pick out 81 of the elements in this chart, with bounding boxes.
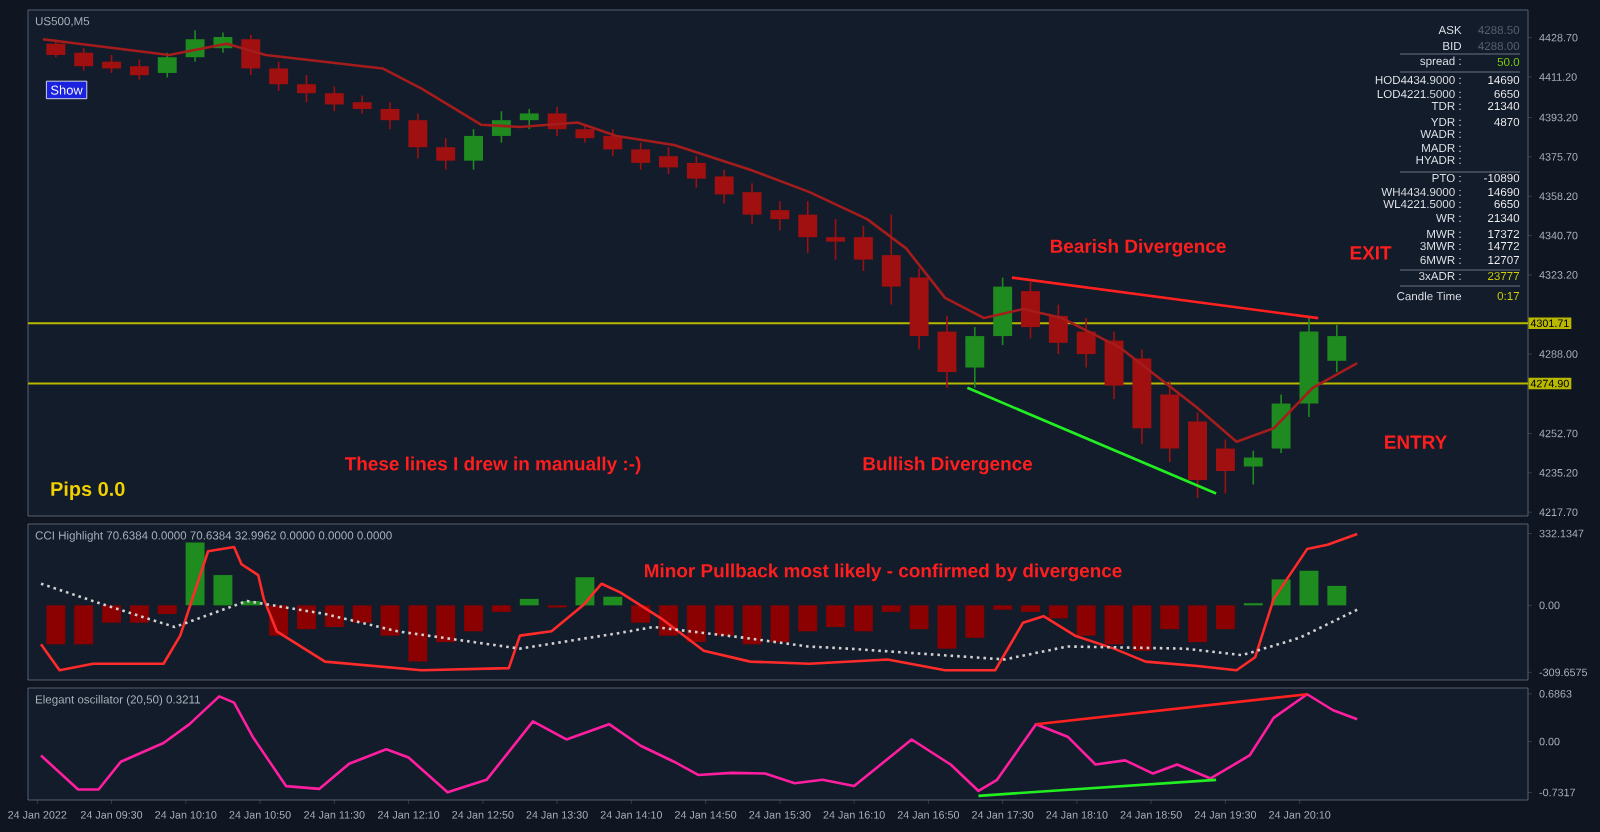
bar (603, 596, 623, 606)
candlestick (1327, 324, 1347, 373)
candlestick (1243, 449, 1263, 486)
annotation: These lines I drew in manually :-) (344, 456, 641, 475)
bar (1104, 605, 1124, 645)
bar (1021, 605, 1040, 612)
bar (965, 605, 985, 638)
candlestick (408, 112, 428, 160)
bar (102, 605, 122, 623)
bar (798, 605, 818, 632)
candlestick (631, 141, 651, 171)
candlestick (1076, 317, 1096, 369)
bar (491, 605, 511, 612)
candlestick (436, 137, 456, 171)
candlestick (129, 58, 149, 81)
bar (297, 605, 316, 630)
line-series (39, 692, 1359, 794)
bar (881, 605, 901, 612)
candlestick (297, 74, 316, 103)
candlestick (380, 101, 400, 130)
candlestick (464, 128, 484, 171)
candlestick (770, 200, 790, 232)
candlestick (1021, 281, 1040, 340)
bar (213, 575, 233, 606)
annotation: Minor Pullback most likely - confirmed by divergence (644, 563, 1122, 582)
annotation: Bearish Divergence (1050, 238, 1226, 257)
candlestick (686, 155, 706, 189)
candlestick (881, 213, 901, 306)
annotation: Pips 0.0 (51, 481, 125, 500)
bar (631, 605, 651, 623)
candlestick (659, 146, 678, 175)
candlestick (157, 51, 177, 79)
bar (519, 598, 539, 606)
bar (324, 605, 344, 627)
candlestick (742, 182, 762, 225)
bar (352, 605, 372, 623)
bar (853, 605, 873, 632)
bar (1327, 585, 1347, 606)
bar (742, 605, 762, 645)
candlestick (1104, 330, 1124, 400)
candlestick (965, 326, 985, 389)
candlestick (269, 60, 289, 92)
candlestick (826, 218, 846, 261)
candlestick (1271, 393, 1291, 454)
bar (714, 605, 734, 636)
bar (157, 605, 177, 615)
bar (380, 605, 400, 636)
candlestick (1048, 303, 1068, 355)
bar (909, 605, 929, 630)
bar (770, 605, 790, 643)
annotation: Bullish Divergence (863, 456, 1033, 475)
bar (1076, 605, 1096, 636)
bar (826, 605, 846, 627)
bar (46, 605, 66, 645)
candlestick (603, 128, 623, 157)
bar (1132, 605, 1152, 651)
bar (408, 605, 428, 662)
annotation: EXIT (1350, 246, 1392, 260)
bar (74, 605, 94, 645)
candlestick (1215, 438, 1235, 495)
candlestick (74, 47, 94, 72)
bar (464, 605, 484, 632)
bar (1048, 605, 1068, 619)
annotation: ENTRY (1385, 435, 1447, 449)
bar (129, 605, 149, 623)
candlestick (937, 315, 957, 389)
candlestick (519, 108, 539, 130)
bar (436, 605, 456, 643)
bar (686, 605, 706, 643)
bar (575, 577, 595, 606)
bar (1215, 605, 1235, 630)
candlestick (324, 85, 344, 112)
bar (937, 605, 957, 649)
bar (1299, 570, 1319, 606)
line-series (39, 582, 1359, 661)
candlestick (853, 225, 873, 272)
bar (1188, 605, 1208, 643)
bar (1160, 605, 1180, 630)
candlestick (714, 168, 734, 205)
line-series (39, 532, 1359, 672)
candlestick (798, 200, 818, 254)
